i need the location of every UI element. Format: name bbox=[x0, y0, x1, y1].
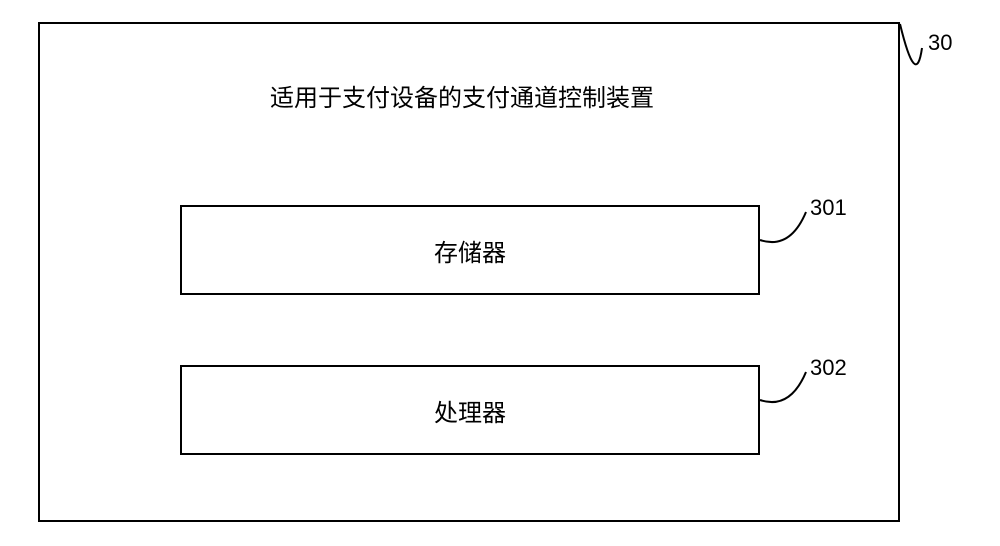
processor-label: 处理器 bbox=[434, 393, 506, 428]
ref-label-storage: 301 bbox=[810, 195, 847, 221]
leader-outer-curve bbox=[900, 24, 922, 64]
storage-box: 存储器 bbox=[180, 205, 760, 295]
diagram-title: 适用于支付设备的支付通道控制装置 bbox=[270, 78, 654, 113]
ref-label-processor: 302 bbox=[810, 355, 847, 381]
storage-label: 存储器 bbox=[434, 233, 506, 268]
processor-box: 处理器 bbox=[180, 365, 760, 455]
ref-label-outer: 30 bbox=[928, 30, 952, 56]
